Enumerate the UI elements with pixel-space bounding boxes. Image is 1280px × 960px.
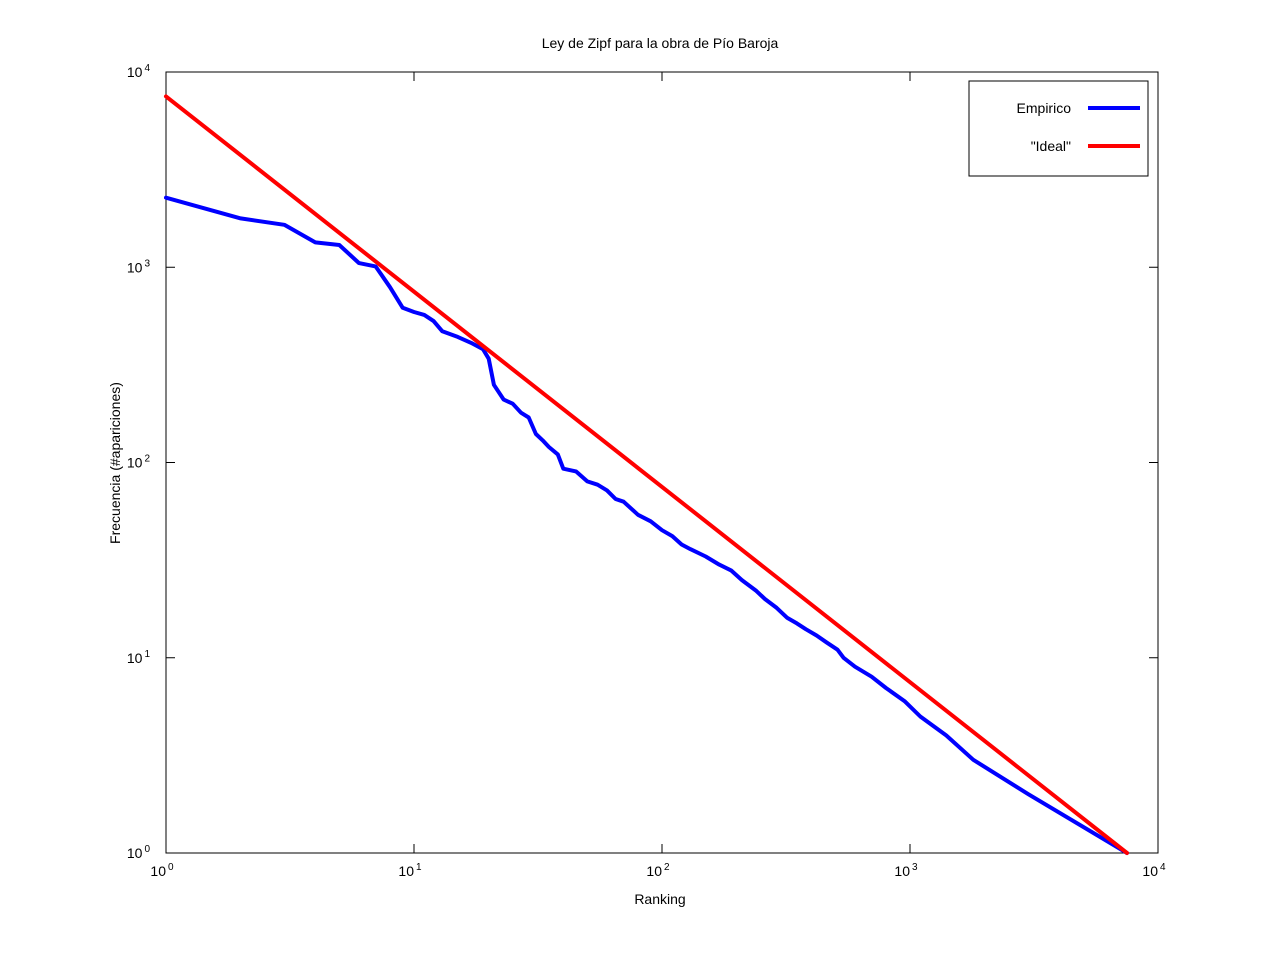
legend-label-empirico: Empirico: [1017, 100, 1072, 116]
tick-marks: [165, 71, 1159, 854]
legend: Empirico "Ideal": [968, 80, 1149, 177]
x-tick-labels: 10 0 10 1 10 2 10 3 10 4: [150, 862, 1166, 879]
x-tick-label: 10 3: [894, 862, 918, 879]
series-line-ideal: [164, 94, 1129, 855]
x-tick-label: 10 4: [1142, 862, 1166, 879]
legend-box: [968, 80, 1149, 177]
y-tick-label: 10 4: [127, 63, 151, 80]
x-tick-label: 10 0: [150, 862, 174, 879]
x-tick-label: 10 2: [646, 862, 670, 879]
y-tick-label: 10 2: [127, 454, 151, 471]
legend-label-ideal: "Ideal": [1031, 138, 1071, 154]
y-tick-label: 10 0: [127, 844, 151, 861]
x-axis-label: Ranking: [634, 891, 685, 907]
y-tick-label: 10 1: [127, 649, 151, 666]
chart-title: Ley de Zipf para la obra de Pío Baroja: [542, 35, 779, 51]
series-line-empirico: [164, 195, 1129, 855]
plot-frame: [165, 71, 1159, 854]
series-group: [164, 94, 1129, 855]
y-axis-label: Frecuencia (#apariciones): [107, 382, 123, 544]
y-tick-label: 10 3: [127, 258, 151, 275]
x-tick-label: 10 1: [398, 862, 422, 879]
